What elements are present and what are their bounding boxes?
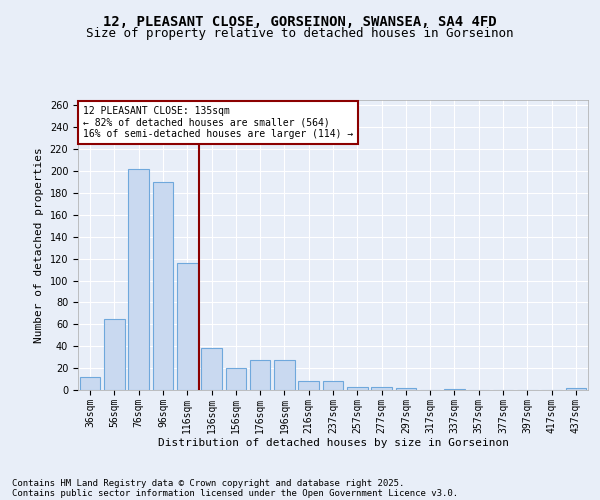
X-axis label: Distribution of detached houses by size in Gorseinon: Distribution of detached houses by size …	[157, 438, 509, 448]
Bar	[347, 386, 368, 390]
Bar	[298, 381, 319, 390]
Text: Contains public sector information licensed under the Open Government Licence v3: Contains public sector information licen…	[12, 488, 458, 498]
Bar	[201, 348, 222, 390]
Bar	[177, 263, 197, 390]
Bar	[104, 319, 125, 390]
Bar	[395, 388, 416, 390]
Bar	[444, 389, 465, 390]
Bar	[128, 169, 149, 390]
Text: 12, PLEASANT CLOSE, GORSEINON, SWANSEA, SA4 4FD: 12, PLEASANT CLOSE, GORSEINON, SWANSEA, …	[103, 15, 497, 29]
Bar	[226, 368, 246, 390]
Bar	[566, 388, 586, 390]
Bar	[323, 381, 343, 390]
Bar	[250, 360, 271, 390]
Text: Contains HM Land Registry data © Crown copyright and database right 2025.: Contains HM Land Registry data © Crown c…	[12, 478, 404, 488]
Text: Size of property relative to detached houses in Gorseinon: Size of property relative to detached ho…	[86, 28, 514, 40]
Bar	[152, 182, 173, 390]
Text: 12 PLEASANT CLOSE: 135sqm
← 82% of detached houses are smaller (564)
16% of semi: 12 PLEASANT CLOSE: 135sqm ← 82% of detac…	[83, 106, 353, 139]
Bar	[371, 386, 392, 390]
Bar	[80, 377, 100, 390]
Y-axis label: Number of detached properties: Number of detached properties	[34, 147, 44, 343]
Bar	[274, 360, 295, 390]
